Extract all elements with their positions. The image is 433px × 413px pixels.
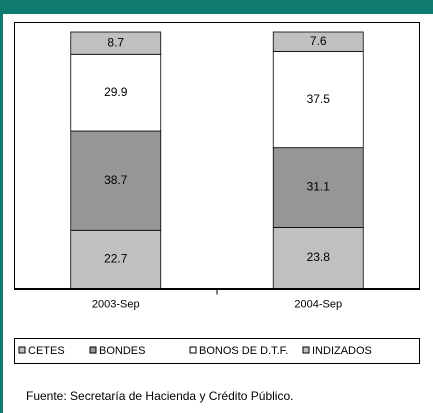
bar-segment (70, 31, 162, 55)
x-tick-label: 2004-Sep (294, 298, 342, 310)
legend-label: CETES (28, 345, 65, 357)
legend-label: INDIZADOS (312, 345, 372, 357)
bar-segment (70, 130, 162, 231)
data-label: 29.9 (104, 85, 128, 99)
bar-segment (272, 147, 364, 228)
data-label: 8.7 (107, 35, 124, 49)
legend-swatch (18, 346, 26, 354)
legend-label: BONOS DE D.T.F. (199, 345, 288, 357)
bar-segment (272, 31, 364, 52)
data-label: 31.1 (307, 180, 331, 194)
legend: CETES BONDES BONOS DE D.T.F. INDIZADOS (18, 345, 372, 357)
data-label: 38.7 (104, 173, 128, 187)
data-label: 22.7 (104, 252, 128, 266)
top-band (0, 0, 433, 14)
bar-segment (70, 229, 162, 289)
source-note: Fuente: Secretaría de Hacienda y Crédito… (26, 389, 293, 403)
data-label: 23.8 (307, 250, 331, 264)
legend-swatch (89, 346, 97, 354)
bar-segment (272, 51, 364, 149)
data-label: 37.5 (307, 92, 331, 106)
x-tick-label: 2003-Sep (92, 298, 140, 310)
legend-frame (14, 338, 420, 364)
left-band (0, 0, 3, 413)
plot: 22.7 38.7 29.9 8.7 2003-Sep 23.8 31.1 37.5 7.6 20… (14, 31, 420, 310)
legend-swatch (302, 346, 310, 354)
legend-label: BONDES (99, 345, 145, 357)
bar-segment (70, 53, 162, 132)
bar-segment (272, 227, 364, 289)
data-label: 7.6 (310, 34, 327, 48)
legend-swatch (189, 346, 197, 354)
